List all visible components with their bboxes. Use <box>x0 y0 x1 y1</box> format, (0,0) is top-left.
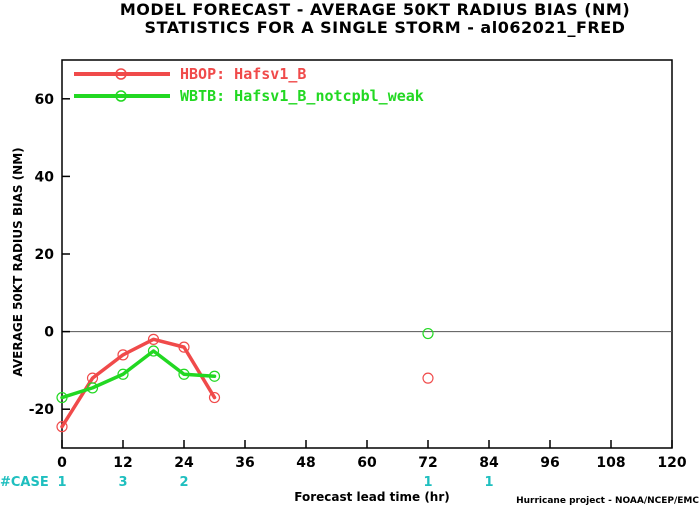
series-line-1 <box>60 337 217 429</box>
legend-label-2: WBTB: Hafsv1_B_notcpbl_weak <box>180 87 424 105</box>
series-2-point <box>208 370 221 382</box>
case-label: #CASE <box>0 475 49 490</box>
legend-marker-2 <box>115 90 127 102</box>
y-tick-label: 40 <box>35 169 55 185</box>
series-2-point <box>117 368 129 380</box>
series-1-point <box>208 391 221 404</box>
y-tick-label: -20 <box>29 402 55 418</box>
x-tick-label: 60 <box>357 455 377 471</box>
x-tick-label: 96 <box>540 455 559 471</box>
series-1-point <box>117 349 129 361</box>
legend-marker-1 <box>115 68 127 80</box>
x-tick-label: 36 <box>235 455 254 471</box>
series-2-point <box>422 327 434 340</box>
legend-label-1: HBOP: Hafsv1_B <box>180 65 306 83</box>
x-tick-label: 24 <box>174 455 194 471</box>
series-1-point <box>56 421 68 433</box>
x-tick-label: 12 <box>113 455 132 471</box>
series-1-point <box>178 341 190 353</box>
y-tick-label: 0 <box>44 325 54 341</box>
x-tick-label: 72 <box>418 455 437 471</box>
case-count: 1 <box>423 475 432 490</box>
x-tick-label: 108 <box>596 455 625 471</box>
chart-subtitle: STATISTICS FOR A SINGLE STORM - al062021… <box>144 18 626 37</box>
x-axis-label: Forecast lead time (hr) <box>294 490 450 504</box>
plot-frame <box>61 59 673 449</box>
chart-title: MODEL FORECAST - AVERAGE 50KT RADIUS BIA… <box>119 0 631 19</box>
x-tick-label: 84 <box>479 455 499 471</box>
case-count: 3 <box>118 475 127 490</box>
x-tick-label: 48 <box>296 455 315 471</box>
case-count: 2 <box>179 475 188 490</box>
series-2-point <box>56 391 68 404</box>
credit-text: Hurricane project - NOAA/NCEP/EMC <box>516 496 699 506</box>
series-2-point <box>178 368 190 380</box>
case-count: 1 <box>484 475 493 490</box>
x-tick-label: 120 <box>657 455 686 471</box>
series-1-point <box>422 372 434 384</box>
y-tick-label: 20 <box>35 247 55 263</box>
y-tick-label: 60 <box>35 92 55 108</box>
series-2-point <box>147 345 160 357</box>
y-axis-label: AVERAGE 50KT RADIUS BIAS (NM) <box>11 147 25 376</box>
case-count: 1 <box>57 475 66 490</box>
series-2-point <box>86 382 99 394</box>
series-1-point <box>147 333 160 345</box>
x-tick-label: 0 <box>57 455 67 471</box>
